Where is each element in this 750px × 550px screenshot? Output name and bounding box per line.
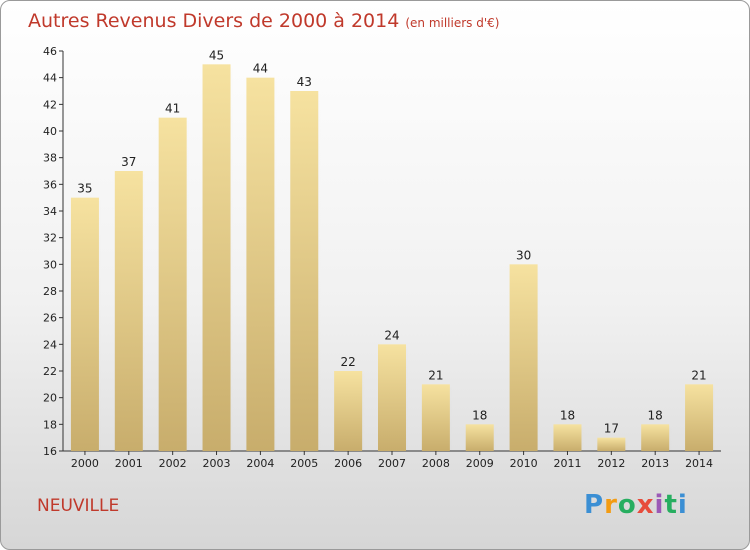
bar bbox=[202, 64, 231, 452]
logo-letter: r bbox=[604, 490, 618, 520]
x-tick-label: 2007 bbox=[378, 457, 406, 470]
bar bbox=[465, 424, 494, 451]
y-tick-label: 44 bbox=[43, 72, 57, 85]
data-label: 18 bbox=[648, 408, 663, 422]
chart-title: Autres Revenus Divers de 2000 à 2014 (en … bbox=[28, 10, 499, 32]
x-tick-label: 2006 bbox=[334, 457, 362, 470]
data-label: 21 bbox=[691, 368, 706, 382]
y-tick-label: 36 bbox=[43, 178, 57, 191]
bar bbox=[334, 371, 363, 451]
data-label: 22 bbox=[340, 355, 355, 369]
x-tick-label: 2014 bbox=[685, 457, 713, 470]
logo-letter: x bbox=[636, 490, 655, 520]
y-tick-label: 46 bbox=[43, 45, 57, 58]
x-tick-label: 2009 bbox=[466, 457, 494, 470]
y-tick-label: 20 bbox=[43, 392, 57, 405]
bar bbox=[246, 77, 275, 452]
y-tick-label: 22 bbox=[43, 365, 57, 378]
data-label: 35 bbox=[77, 182, 92, 196]
bar bbox=[114, 171, 143, 451]
x-tick-label: 2005 bbox=[290, 457, 318, 470]
x-tick-label: 2004 bbox=[246, 457, 274, 470]
x-tick-label: 2000 bbox=[71, 457, 99, 470]
y-tick-label: 34 bbox=[43, 205, 57, 218]
x-tick-label: 2010 bbox=[510, 457, 538, 470]
logo-letter: P bbox=[584, 490, 605, 520]
y-tick-label: 28 bbox=[43, 285, 57, 298]
bar bbox=[378, 344, 406, 451]
chart-subtitle: (en milliers d'€) bbox=[405, 16, 500, 30]
x-tick-label: 2003 bbox=[203, 457, 231, 470]
y-tick-label: 16 bbox=[43, 445, 57, 458]
bar bbox=[158, 117, 187, 452]
y-tick-label: 26 bbox=[43, 312, 57, 325]
y-tick-label: 40 bbox=[43, 125, 57, 138]
bar bbox=[685, 384, 714, 451]
bar bbox=[421, 384, 450, 451]
y-tick-label: 30 bbox=[43, 258, 57, 271]
data-label: 37 bbox=[121, 155, 136, 169]
x-tick-label: 2012 bbox=[597, 457, 625, 470]
data-label: 45 bbox=[209, 48, 224, 62]
y-tick-label: 38 bbox=[43, 152, 57, 165]
bar bbox=[553, 424, 582, 451]
chart-title-text: Autres Revenus Divers de 2000 à 2014 bbox=[28, 10, 400, 32]
data-label: 44 bbox=[253, 62, 268, 76]
proxiti-logo: Proxiti bbox=[584, 490, 688, 520]
x-tick-label: 2002 bbox=[159, 457, 187, 470]
data-label: 21 bbox=[428, 368, 443, 382]
bar bbox=[70, 197, 99, 451]
x-tick-label: 2013 bbox=[641, 457, 669, 470]
data-label: 18 bbox=[560, 408, 575, 422]
x-tick-label: 2011 bbox=[553, 457, 581, 470]
x-tick-label: 2001 bbox=[115, 457, 143, 470]
bar bbox=[290, 91, 319, 451]
bar bbox=[509, 264, 538, 451]
data-label: 17 bbox=[604, 422, 619, 436]
y-tick-label: 42 bbox=[43, 98, 57, 111]
logo-letter: t bbox=[664, 490, 678, 520]
logo-letter: i bbox=[654, 490, 665, 520]
y-tick-label: 18 bbox=[43, 418, 57, 431]
data-label: 43 bbox=[297, 75, 312, 89]
logo-letter: i bbox=[677, 490, 688, 520]
bar bbox=[641, 424, 670, 451]
data-label: 24 bbox=[384, 328, 399, 342]
x-tick-label: 2008 bbox=[422, 457, 450, 470]
data-label: 30 bbox=[516, 248, 531, 262]
data-label: 41 bbox=[165, 102, 180, 116]
logo-letter: o bbox=[617, 490, 637, 520]
commune-name: NEUVILLE bbox=[37, 496, 120, 516]
y-tick-label: 24 bbox=[43, 338, 57, 351]
y-tick-label: 32 bbox=[43, 232, 57, 245]
bar bbox=[597, 437, 626, 451]
data-label: 18 bbox=[472, 408, 487, 422]
